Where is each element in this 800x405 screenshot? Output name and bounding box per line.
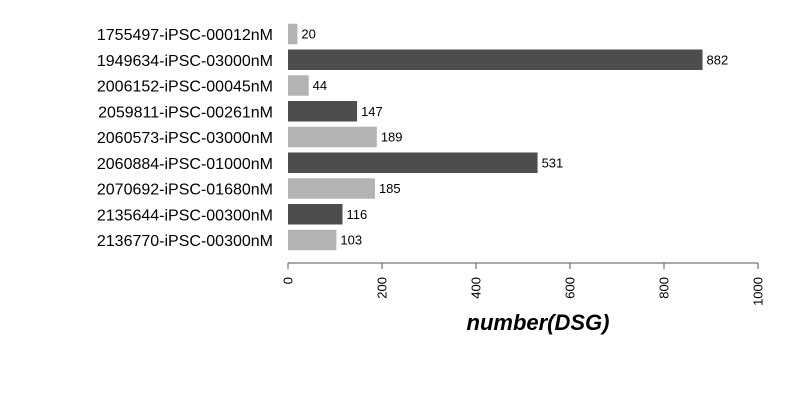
bar xyxy=(288,178,375,199)
x-tick-label: 1000 xyxy=(751,277,766,306)
x-ticks: 0 200 400 600 800 1000 xyxy=(281,263,766,306)
x-tick-label: 800 xyxy=(657,277,672,299)
category-label: 2059811-iPSC-00261nM xyxy=(98,104,273,121)
x-tick-label: 0 xyxy=(281,277,296,284)
x-axis: 0 200 400 600 800 1000 xyxy=(281,262,766,306)
bar xyxy=(288,229,337,251)
x-axis-title: number(DSG) xyxy=(467,310,610,335)
category-label: 2060573-iPSC-03000nM xyxy=(97,130,273,147)
data-label: 44 xyxy=(313,78,327,93)
value-labels: 20 882 44 147 189 531 185 116 103 xyxy=(301,27,728,248)
data-label: 189 xyxy=(381,130,403,145)
data-label: 116 xyxy=(347,207,368,222)
data-label: 185 xyxy=(379,181,401,196)
data-label: 147 xyxy=(361,104,383,119)
category-label: 2135644-iPSC-00300nM xyxy=(97,207,273,224)
data-label: 20 xyxy=(301,27,315,42)
bar xyxy=(288,75,309,96)
bar xyxy=(288,49,703,70)
bar xyxy=(288,152,538,173)
x-tick-label: 400 xyxy=(469,277,484,299)
category-label: 1949634-iPSC-03000nM xyxy=(97,53,273,70)
category-label: 2070692-iPSC-01680nM xyxy=(97,182,273,199)
x-tick-label: 600 xyxy=(563,277,578,299)
bar xyxy=(288,204,343,225)
category-label: 2136770-iPSC-00300nM xyxy=(97,233,273,250)
category-label: 1755497-iPSC-00012nM xyxy=(97,27,273,44)
data-label: 103 xyxy=(340,233,362,248)
bar xyxy=(288,23,298,45)
data-label: 531 xyxy=(542,155,564,170)
category-label: 2060884-iPSC-01000nM xyxy=(97,156,273,173)
x-tick-label: 200 xyxy=(375,277,390,299)
bar xyxy=(288,126,377,148)
category-label: 2006152-iPSC-00045nM xyxy=(97,79,273,96)
data-label: 882 xyxy=(707,52,729,67)
bar xyxy=(288,101,358,122)
category-labels: 1755497-iPSC-00012nM 1949634-iPSC-03000nM… xyxy=(97,27,273,250)
bars xyxy=(288,23,703,251)
